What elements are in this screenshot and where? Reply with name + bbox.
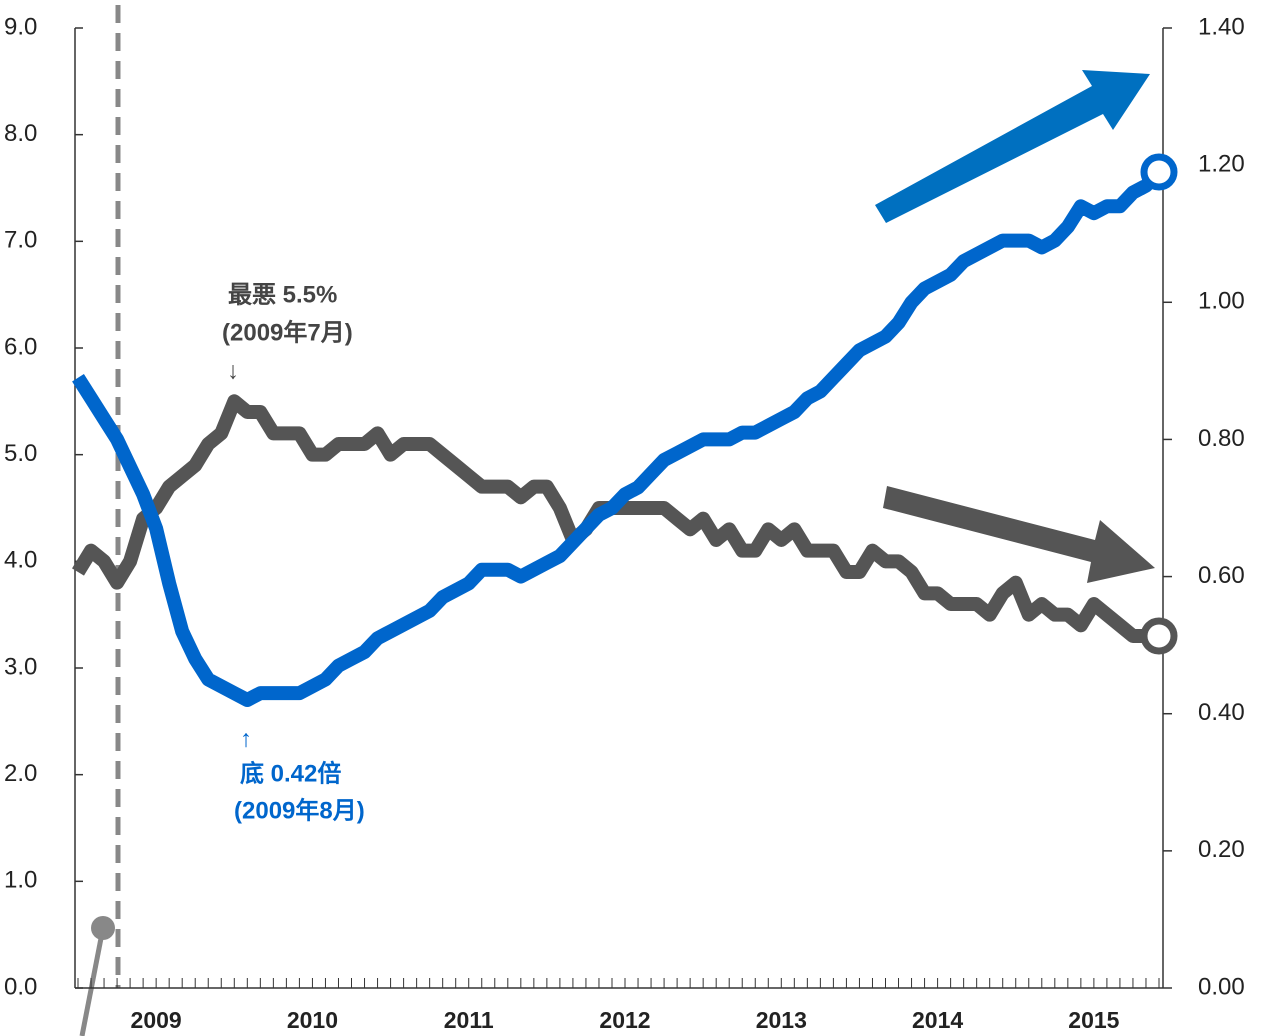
y-tick-label: 9.0 xyxy=(4,13,37,40)
annotation: 最悪 5.5% xyxy=(228,281,337,308)
x-tick-label: 2010 xyxy=(287,1007,338,1033)
x-tick-label: 2014 xyxy=(912,1007,963,1033)
annotation: 底 0.42倍 xyxy=(240,759,341,787)
y2-tick-label: 1.20 xyxy=(1198,150,1245,177)
annotation: ↓ xyxy=(227,357,239,384)
y2-tick-label: 0.60 xyxy=(1198,562,1245,589)
y-tick-label: 3.0 xyxy=(4,653,37,680)
series-line xyxy=(72,167,1165,707)
y-tick-label: 5.0 xyxy=(4,440,37,467)
trend-arrow-down xyxy=(883,486,1155,583)
y-tick-label: 0.0 xyxy=(4,973,37,1000)
y-tick-label: 6.0 xyxy=(4,333,37,360)
y2-tick-label: 1.40 xyxy=(1198,13,1245,40)
annotation: ↑ xyxy=(240,725,252,752)
y2-tick-label: 0.00 xyxy=(1198,973,1245,1000)
x-tick-label: 2009 xyxy=(131,1007,182,1033)
annotation: (2009年7月) xyxy=(222,318,353,346)
y2-tick-label: 0.20 xyxy=(1198,836,1245,863)
y2-tick-label: 1.00 xyxy=(1198,288,1245,315)
y-tick-label: 8.0 xyxy=(4,120,37,147)
y2-tick-label: 0.80 xyxy=(1198,425,1245,452)
x-tick-label: 2011 xyxy=(444,1007,494,1033)
end-marker xyxy=(1140,153,1178,191)
x-tick-label: 2015 xyxy=(1068,1007,1119,1033)
end-marker xyxy=(1140,617,1178,655)
y-tick-label: 2.0 xyxy=(4,760,37,787)
y2-tick-label: 0.40 xyxy=(1198,699,1245,726)
y-tick-label: 1.0 xyxy=(4,867,37,894)
x-tick-label: 2013 xyxy=(756,1007,807,1033)
y-tick-label: 4.0 xyxy=(4,547,37,574)
annotation: (2009年8月) xyxy=(234,796,365,824)
pointer-line xyxy=(79,927,106,1036)
trend-arrow-up xyxy=(875,70,1150,223)
pointer-dot xyxy=(91,916,115,940)
y-tick-label: 7.0 xyxy=(4,227,37,254)
x-tick-label: 2012 xyxy=(599,1007,650,1033)
